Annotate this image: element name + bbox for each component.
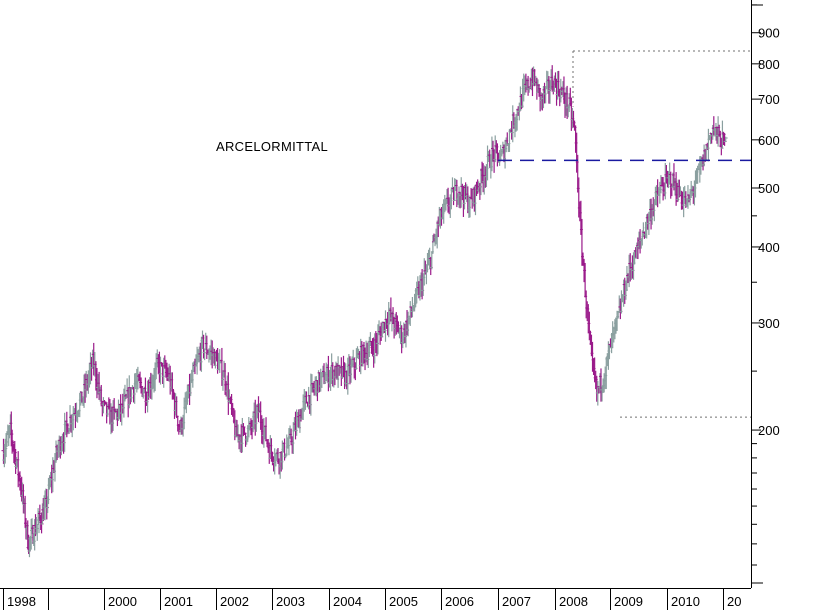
y-tick-label: 400: [758, 240, 780, 255]
y-tick-label: 900: [758, 26, 780, 41]
x-tick-label: 2004: [333, 594, 362, 609]
x-tick-label: 2001: [164, 594, 193, 609]
y-tick-label: 300: [758, 316, 780, 331]
y-tick-label: 500: [758, 181, 780, 196]
axes: 200 300 400 500 600 700 800 900 1998 2000 2001 2002…: [0, 0, 780, 610]
x-tick-label: 2006: [445, 594, 474, 609]
x-tick-label: 20: [727, 594, 741, 609]
x-tick-label: 1998: [7, 594, 36, 609]
annotation-lines: [498, 50, 751, 418]
x-tick-label: 2010: [671, 594, 700, 609]
y-tick-label: 200: [758, 423, 780, 438]
chart-title: ARCELORMITTAL: [216, 139, 328, 154]
y-tick-label: 800: [758, 57, 780, 72]
x-tick-label: 2008: [559, 594, 588, 609]
ohlc-bars: [1, 65, 728, 558]
y-tick-label: 600: [758, 133, 780, 148]
x-tick-label: 2000: [108, 594, 137, 609]
y-tick-label: 700: [758, 92, 780, 107]
x-tick-label: 2009: [614, 594, 643, 609]
x-tick-label: 2005: [389, 594, 418, 609]
x-tick-label: 2003: [276, 594, 305, 609]
price-bar: [723, 136, 728, 143]
x-tick-label: 2002: [220, 594, 249, 609]
x-tick-label: 2007: [502, 594, 531, 609]
